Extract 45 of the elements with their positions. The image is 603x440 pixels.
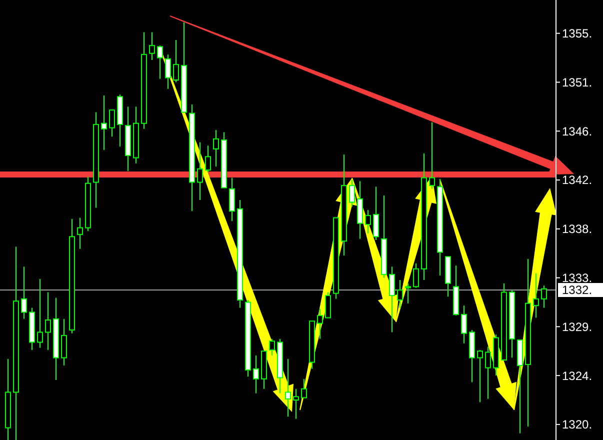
candlestick [397,280,403,308]
y-tick-label: 1351. [562,75,592,90]
candlestick [229,177,235,222]
candlestick [157,45,163,80]
candlestick [405,282,411,304]
candlestick [173,40,179,83]
candlestick [205,145,211,173]
candlestick [533,272,539,318]
candlestick [77,217,83,250]
candlestick [285,358,291,418]
candlestick [253,355,259,394]
candlestick [413,262,419,288]
candlestick [45,292,51,350]
candlestick [197,142,203,200]
y-tick-label: 1342. [562,173,592,188]
candlestick [149,32,155,60]
candlestick [349,180,355,208]
candlestick [109,110,115,138]
candlestick [37,278,43,348]
y-tick-label: 1338. [562,222,592,236]
y-tick-label: 1324. [562,368,592,383]
y-tick-label: 1355. [562,26,592,41]
candlestick [21,266,27,320]
candlestick [485,346,491,400]
y-tick-label: 1320. [562,418,592,432]
candlestick [101,95,107,150]
candlestick [293,388,299,420]
candlestick [389,266,395,333]
candlestick [165,54,171,90]
candlestick [541,285,547,308]
y-tick-label: 1329. [562,320,592,334]
candlestick [461,305,467,344]
candlestick [301,378,307,398]
ref-line-label: 1332. [562,283,592,298]
candlestick [269,338,275,356]
y-tick-label: 1333. [562,270,592,285]
candlestick [325,292,331,318]
candlestick [61,318,67,366]
candlestick [213,130,219,168]
candlestick [429,122,435,190]
candlestick [365,210,371,234]
candlestick [317,308,323,340]
candlestick [373,186,379,240]
candlestick [477,350,483,403]
y-tick-label: 1346. [562,124,592,138]
